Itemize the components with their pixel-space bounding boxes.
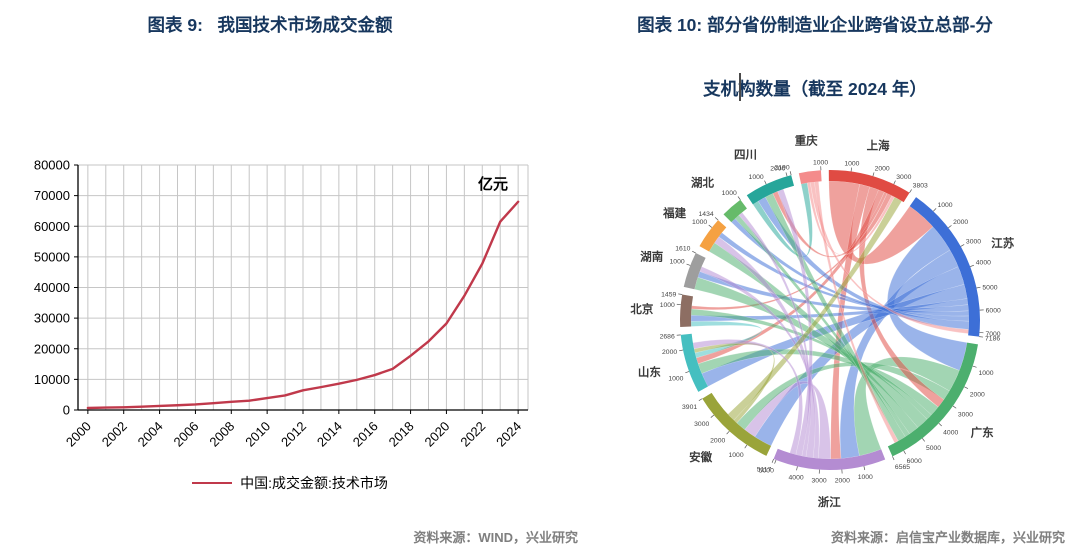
svg-text:2686: 2686 <box>660 333 675 340</box>
svg-text:2016: 2016 <box>350 419 381 450</box>
svg-text:2000: 2000 <box>662 349 677 356</box>
svg-text:浙江: 浙江 <box>818 495 841 509</box>
figure10-title-line2: 支机构数量（截至 2024 年） <box>703 79 927 99</box>
svg-text:1000: 1000 <box>749 174 764 181</box>
figure9-line-chart: 0 10000 20000 30000 40000 50000 60000 70000 8000… <box>34 158 529 450</box>
svg-text:2022: 2022 <box>457 419 488 450</box>
svg-text:北京: 北京 <box>630 302 653 316</box>
svg-text:7000: 7000 <box>985 331 1000 338</box>
legend-line-swatch <box>192 482 233 484</box>
svg-text:1000: 1000 <box>813 159 828 166</box>
svg-text:2010: 2010 <box>242 419 273 450</box>
svg-text:1000: 1000 <box>937 202 952 209</box>
legend-label: 中国:成交金额:技术市场 <box>240 475 388 491</box>
svg-text:2190: 2190 <box>774 164 789 171</box>
svg-text:1000: 1000 <box>722 190 737 197</box>
svg-text:5117: 5117 <box>757 467 772 474</box>
svg-text:2002: 2002 <box>99 419 130 450</box>
svg-text:10000: 10000 <box>34 372 70 387</box>
svg-text:2000: 2000 <box>63 419 94 450</box>
svg-text:5000: 5000 <box>982 285 997 292</box>
svg-text:3000: 3000 <box>812 478 827 485</box>
svg-text:3000: 3000 <box>694 421 709 428</box>
svg-text:4000: 4000 <box>943 429 958 436</box>
svg-text:20000: 20000 <box>34 341 70 356</box>
svg-text:6000: 6000 <box>986 308 1001 315</box>
svg-text:1000: 1000 <box>978 370 993 377</box>
svg-text:80000: 80000 <box>34 158 70 173</box>
svg-text:2000: 2000 <box>875 166 890 173</box>
svg-text:2000: 2000 <box>710 438 725 445</box>
svg-text:2008: 2008 <box>206 419 237 450</box>
text-cursor-artifact <box>739 73 741 101</box>
figure9-source: 资料来源：WIND，兴业研究 <box>413 530 578 545</box>
svg-text:1000: 1000 <box>660 302 675 309</box>
svg-text:1459: 1459 <box>661 292 676 299</box>
svg-text:7186: 7186 <box>985 335 1000 342</box>
svg-text:福建: 福建 <box>662 206 686 220</box>
svg-text:60000: 60000 <box>34 219 70 234</box>
svg-text:50000: 50000 <box>34 249 70 264</box>
svg-text:40000: 40000 <box>34 280 70 295</box>
svg-text:1610: 1610 <box>675 245 690 252</box>
svg-text:3000: 3000 <box>966 238 981 245</box>
svg-text:0: 0 <box>63 403 70 418</box>
svg-text:2000: 2000 <box>770 166 785 173</box>
svg-text:2020: 2020 <box>421 419 452 450</box>
svg-text:上海: 上海 <box>867 139 890 153</box>
svg-text:2018: 2018 <box>386 419 417 450</box>
svg-text:2000: 2000 <box>953 219 968 226</box>
svg-text:5000: 5000 <box>926 445 941 452</box>
svg-text:30000: 30000 <box>34 311 70 326</box>
svg-text:2006: 2006 <box>170 419 201 450</box>
svg-text:1000: 1000 <box>844 161 859 168</box>
svg-text:山东: 山东 <box>638 365 661 379</box>
svg-text:安徽: 安徽 <box>689 450 712 464</box>
svg-text:1434: 1434 <box>699 211 714 218</box>
svg-text:2012: 2012 <box>278 419 309 450</box>
svg-text:1000: 1000 <box>670 258 685 265</box>
svg-text:2000: 2000 <box>970 391 985 398</box>
svg-text:2000: 2000 <box>835 478 850 485</box>
svg-text:1000: 1000 <box>668 376 683 383</box>
svg-text:70000: 70000 <box>34 188 70 203</box>
svg-text:江苏: 江苏 <box>991 236 1014 250</box>
svg-text:重庆: 重庆 <box>795 134 818 148</box>
svg-text:6000: 6000 <box>907 458 922 465</box>
svg-text:3000: 3000 <box>896 174 911 181</box>
svg-text:4000: 4000 <box>976 259 991 266</box>
svg-text:2024: 2024 <box>493 419 524 450</box>
svg-text:2004: 2004 <box>135 419 166 450</box>
figure10-source: 资料来源：启信宝产业数据库，兴业研究 <box>830 530 1065 545</box>
figure9-title: 图表 9: 我国技术市场成交金额 <box>147 15 393 35</box>
figure10-chord-chart: 1000重庆1000200030003803上海1000200030004000… <box>630 134 1014 509</box>
svg-text:湖南: 湖南 <box>640 249 663 263</box>
svg-text:4000: 4000 <box>789 474 804 481</box>
svg-text:3000: 3000 <box>958 411 973 418</box>
svg-text:5000: 5000 <box>759 468 774 475</box>
svg-text:1000: 1000 <box>692 219 707 226</box>
svg-text:1000: 1000 <box>858 474 873 481</box>
svg-text:3803: 3803 <box>913 183 928 190</box>
svg-text:3901: 3901 <box>682 404 697 411</box>
figure9-legend: 中国:成交金额:技术市场 <box>30 473 550 493</box>
figure10-title-line1: 图表 10: 部分省份制造业企业跨省设立总部-分 <box>637 15 993 35</box>
svg-text:6565: 6565 <box>895 464 910 471</box>
svg-text:2014: 2014 <box>314 419 345 450</box>
svg-text:亿元: 亿元 <box>478 175 508 193</box>
svg-text:湖北: 湖北 <box>691 175 714 189</box>
svg-text:四川: 四川 <box>734 149 757 162</box>
svg-text:1000: 1000 <box>728 452 743 459</box>
svg-text:广东: 广东 <box>971 425 994 439</box>
